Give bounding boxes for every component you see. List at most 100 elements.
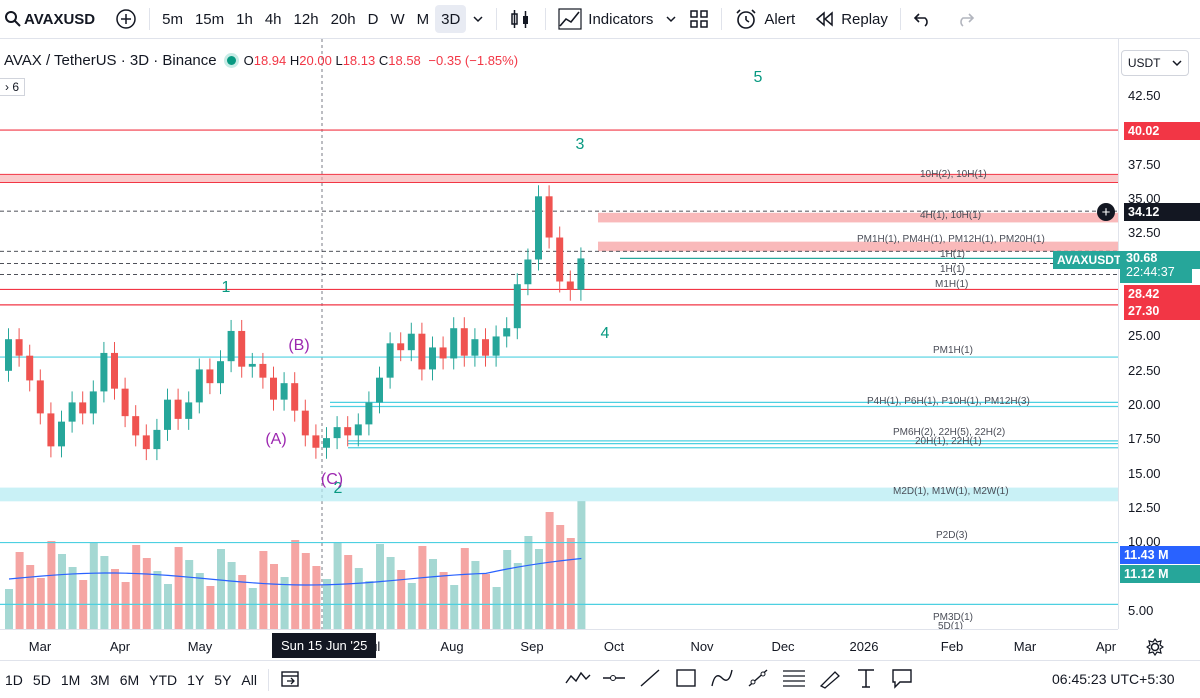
range-3M[interactable]: 3M xyxy=(90,671,110,688)
candle xyxy=(248,363,256,367)
settings-button[interactable] xyxy=(1145,637,1165,661)
volume-bar xyxy=(89,543,98,629)
calendar-icon xyxy=(281,671,299,687)
volume-bar xyxy=(58,554,66,629)
crosshair-add-button[interactable]: + xyxy=(1097,203,1115,221)
high-value: 20.00 xyxy=(299,53,332,68)
candle xyxy=(185,402,193,419)
indicators-dropdown[interactable] xyxy=(659,5,683,33)
candle xyxy=(36,380,44,414)
interval-D[interactable]: D xyxy=(367,10,379,28)
measure-tool-button[interactable] xyxy=(740,664,776,692)
interval-1h[interactable]: 1h xyxy=(236,10,253,28)
zone-label: P4H(1), P6H(1), P10H(1), PM12H(3) xyxy=(867,396,1030,407)
interval-3D[interactable]: 3D xyxy=(435,5,467,33)
volume-bar xyxy=(185,560,194,629)
time-label: Oct xyxy=(603,639,625,654)
close-label: C xyxy=(378,53,389,68)
indicator-toggle[interactable]: › 6 xyxy=(0,78,26,96)
candle xyxy=(397,343,405,351)
candle xyxy=(354,424,362,436)
candle xyxy=(323,438,330,448)
candle xyxy=(195,369,203,403)
candle xyxy=(556,237,564,282)
time-label: Apr xyxy=(1095,639,1117,654)
alert-button[interactable]: Alert xyxy=(728,5,801,33)
level-b-label: 27.30 xyxy=(1124,302,1200,320)
currency-dropdown[interactable]: USDT xyxy=(1121,50,1189,76)
fib-tool-button[interactable] xyxy=(776,664,812,692)
legend-title[interactable]: AVAX / TetherUS · 3D · Binance xyxy=(4,52,217,69)
candle xyxy=(164,399,171,430)
volume-bar xyxy=(312,566,321,629)
interval-dropdown[interactable] xyxy=(466,5,490,33)
candle xyxy=(174,399,182,419)
layouts-button[interactable] xyxy=(683,5,715,33)
time-axis[interactable]: MarAprMayJulAugSepOctNovDec2026FebMarApr… xyxy=(0,629,1118,660)
indicator-count: 6 xyxy=(12,80,20,94)
interval-5m[interactable]: 5m xyxy=(162,10,183,28)
horizontal-ray-button[interactable] xyxy=(596,664,632,692)
rectangle-tool-button[interactable] xyxy=(668,664,704,692)
text-tool-button[interactable] xyxy=(848,664,884,692)
range-1D[interactable]: 1D xyxy=(5,671,23,688)
range-1Y[interactable]: 1Y xyxy=(187,671,205,688)
trend-line-button[interactable] xyxy=(632,664,668,692)
interval-4h[interactable]: 4h xyxy=(264,10,282,28)
change-value: −0.35 (−1.85%) xyxy=(428,53,519,68)
time-label: Aug xyxy=(440,639,464,654)
replay-button[interactable]: Replay xyxy=(809,5,894,33)
go-to-date-button[interactable] xyxy=(275,669,305,690)
volume-bars xyxy=(5,501,586,629)
chart-type-button[interactable] xyxy=(503,5,539,33)
note-tool-button[interactable] xyxy=(884,664,920,692)
replay-label: Replay xyxy=(841,10,888,28)
divider xyxy=(899,8,901,30)
clock[interactable]: 06:45:23 UTC+5:30 xyxy=(1052,671,1175,687)
undo-button[interactable] xyxy=(907,5,939,33)
candle xyxy=(386,343,394,378)
range-YTD[interactable]: YTD xyxy=(149,671,178,688)
interval-15m[interactable]: 15m xyxy=(194,10,225,28)
candle xyxy=(111,352,118,389)
compare-add-button[interactable] xyxy=(109,5,143,33)
price-tick: 17.50 xyxy=(1128,431,1161,446)
trend-line-icon xyxy=(640,669,660,687)
interval-12h[interactable]: 12h xyxy=(293,10,319,28)
time-label: May xyxy=(187,639,213,654)
range-6M[interactable]: 6M xyxy=(119,671,140,688)
fib-icon xyxy=(783,670,805,687)
volume-bar xyxy=(492,587,501,629)
plus-icon: + xyxy=(1101,203,1111,221)
price-tick: 15.00 xyxy=(1128,466,1161,481)
range-1M[interactable]: 1M xyxy=(60,671,81,688)
chart-pane[interactable]: 10H(2), 10H(1) 4H(1), 10H(1) PM1H(1), PM4H… xyxy=(0,39,1118,629)
wave-label: 4 xyxy=(601,325,610,342)
candle xyxy=(89,391,97,414)
volume-bar xyxy=(270,564,278,629)
volume-bar xyxy=(386,557,395,629)
interval-M[interactable]: M xyxy=(416,10,430,28)
brush-tool-button[interactable] xyxy=(812,664,848,692)
zone-label: PM1H(1) xyxy=(933,345,973,356)
zone-label: 4H(1), 10H(1) xyxy=(920,210,981,221)
range-5Y[interactable]: 5Y xyxy=(214,671,232,688)
interval-20h[interactable]: 20h xyxy=(330,10,356,28)
redo-button[interactable] xyxy=(949,5,981,33)
level-a-label: 28.42 xyxy=(1124,285,1200,303)
open-value: 18.94 xyxy=(253,53,287,68)
zone-label: M1H(1) xyxy=(935,279,968,290)
range-5D[interactable]: 5D xyxy=(32,671,51,688)
symbol-search[interactable]: AVAXUSD xyxy=(4,10,95,28)
path-tool-button[interactable] xyxy=(560,664,596,692)
interval-W[interactable]: W xyxy=(390,10,405,28)
indicators-button[interactable]: Indicators xyxy=(552,5,659,33)
curve-tool-button[interactable] xyxy=(704,664,740,692)
candle xyxy=(577,258,585,290)
candle xyxy=(270,377,277,400)
range-All[interactable]: All xyxy=(241,671,257,688)
wave-label: 3 xyxy=(576,136,585,153)
undo-icon xyxy=(913,13,928,27)
low-value: 18.13 xyxy=(342,53,376,68)
chart-canvas[interactable]: 10H(2), 10H(1) 4H(1), 10H(1) PM1H(1), PM4H… xyxy=(0,39,1118,629)
